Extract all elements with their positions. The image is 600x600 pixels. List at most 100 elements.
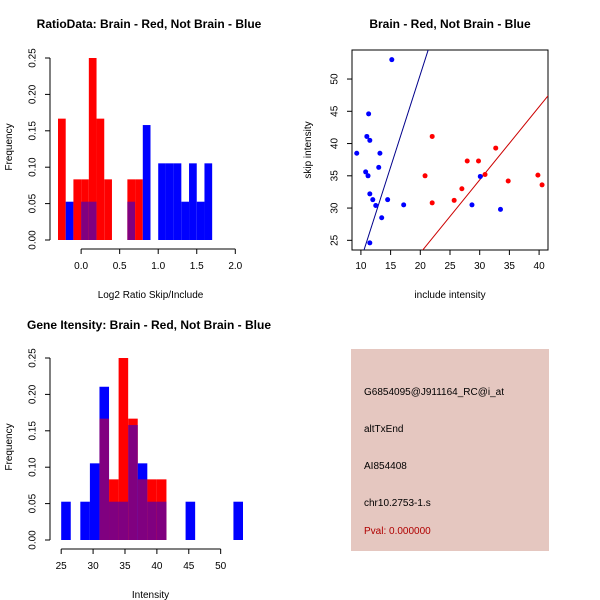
intensity-histogram-bar-overlap bbox=[137, 479, 148, 540]
intensity-scatter-x-tick-label: 10 bbox=[355, 261, 367, 272]
ratio-histogram-bar-brain bbox=[104, 179, 112, 240]
intensity-scatter-point-brain bbox=[429, 133, 435, 139]
intensity-histogram-bar-overlap bbox=[118, 501, 129, 540]
ratio-histogram-bar-not-brain bbox=[158, 163, 166, 240]
intensity-scatter-point-not-brain bbox=[364, 133, 370, 139]
intensity-scatter-y-tick-label: 25 bbox=[330, 234, 341, 246]
intensity-scatter-fit-line bbox=[422, 95, 548, 250]
ratio-histogram-y-tick-label: 0.20 bbox=[28, 84, 39, 104]
intensity-scatter-point-not-brain bbox=[367, 191, 373, 197]
intensity-scatter-point-not-brain bbox=[401, 202, 407, 208]
intensity-scatter-point-not-brain bbox=[367, 137, 373, 143]
intensity-scatter-x-axis-label: include intensity bbox=[414, 290, 485, 301]
ratio-histogram-x-tick-label: 0.0 bbox=[74, 261, 88, 272]
ratio-histogram-y-tick-label: 0.10 bbox=[28, 157, 39, 177]
intensity-scatter-x-tick-label: 40 bbox=[534, 261, 546, 272]
intensity-histogram-y-tick-label: 0.05 bbox=[28, 493, 39, 513]
intensity-scatter-point-not-brain bbox=[370, 197, 376, 203]
intensity-scatter-point-not-brain bbox=[365, 173, 371, 179]
intensity-scatter-y-tick-label: 35 bbox=[330, 170, 341, 182]
ratio-histogram-title: RatioData: Brain - Red, Not Brain - Blue bbox=[37, 17, 262, 31]
intensity-histogram-x-tick-label: 45 bbox=[183, 561, 195, 572]
ratio-histogram-bar-brain bbox=[135, 179, 143, 240]
intensity-histogram-bar-overlap bbox=[156, 501, 167, 540]
ratio-histogram-y-tick-label: 0.00 bbox=[28, 230, 39, 250]
ratio-histogram-y-tick-label: 0.05 bbox=[28, 193, 39, 213]
ratio-histogram-bar-not-brain bbox=[189, 163, 197, 240]
accession-text: AI854408 bbox=[364, 461, 407, 472]
ratio-histogram-x-tick-label: 2.0 bbox=[228, 261, 242, 272]
intensity-scatter-point-not-brain bbox=[385, 197, 391, 203]
intensity-scatter-title: Brain - Red, Not Brain - Blue bbox=[369, 17, 531, 31]
intensity-scatter-point-not-brain bbox=[363, 169, 369, 175]
ratio-histogram-x-axis-label: Log2 Ratio Skip/Include bbox=[98, 290, 204, 301]
ratio-histogram-bar-brain bbox=[73, 179, 82, 240]
ratio-histogram-x-tick-label: 1.5 bbox=[190, 261, 204, 272]
intensity-scatter-point-brain bbox=[505, 178, 511, 184]
intensity-scatter-point-brain bbox=[476, 158, 482, 164]
intensity-histogram-bar-not-brain bbox=[61, 501, 71, 540]
intensity-scatter-y-axis-label: skip intensity bbox=[303, 121, 314, 178]
intensity-scatter-point-brain bbox=[493, 145, 499, 151]
ratio-histogram-bar-overlap bbox=[127, 201, 136, 240]
intensity-scatter-x-tick-label: 35 bbox=[504, 261, 516, 272]
intensity-scatter-point-brain bbox=[482, 172, 488, 178]
intensity-scatter-x-tick-label: 25 bbox=[444, 261, 456, 272]
intensity-scatter-y-tick-label: 40 bbox=[330, 138, 341, 150]
intensity-scatter-point-brain bbox=[429, 200, 435, 206]
intensity-scatter-y-tick-label: 30 bbox=[330, 202, 341, 214]
probe-id-text: G6854095@J911164_RC@i_at bbox=[364, 387, 505, 398]
event-type-text: altTxEnd bbox=[364, 424, 404, 435]
intensity-scatter-point-not-brain bbox=[377, 150, 383, 156]
intensity-scatter-point-brain bbox=[459, 186, 465, 192]
info-panel: G6854095@J911164_RC@i_at altTxEnd AI8544… bbox=[351, 349, 549, 551]
ratio-histogram-bar-brain bbox=[96, 118, 105, 240]
intensity-scatter-point-brain bbox=[451, 197, 457, 203]
intensity-scatter-point-brain bbox=[535, 172, 541, 178]
location-text: chr10.2753-1.s bbox=[364, 498, 431, 509]
intensity-scatter-point-brain bbox=[464, 158, 470, 164]
ratio-histogram-y-tick-label: 0.15 bbox=[28, 121, 39, 141]
ratio-histogram-bar-brain bbox=[58, 118, 66, 240]
intensity-histogram-x-tick-label: 50 bbox=[215, 561, 227, 572]
ratio-histogram-bar-not-brain bbox=[181, 201, 190, 240]
intensity-scatter-point-not-brain bbox=[477, 173, 483, 179]
ratio-histogram-x-tick-label: 1.0 bbox=[151, 261, 165, 272]
intensity-histogram-y-tick-label: 0.10 bbox=[28, 457, 39, 477]
intensity-scatter-point-not-brain bbox=[373, 202, 379, 208]
intensity-scatter-point-not-brain bbox=[389, 57, 395, 63]
intensity-histogram-x-tick-label: 40 bbox=[151, 561, 163, 572]
intensity-scatter-fit-line bbox=[363, 50, 429, 250]
ratio-histogram-y-axis-label: Frequency bbox=[4, 123, 15, 170]
intensity-histogram-x-tick-label: 35 bbox=[119, 561, 131, 572]
intensity-histogram-y-tick-label: 0.00 bbox=[28, 530, 39, 550]
intensity-histogram-x-tick-label: 25 bbox=[56, 561, 68, 572]
ratio-histogram-bar-overlap bbox=[81, 201, 89, 240]
intensity-histogram-bar-overlap bbox=[99, 418, 110, 540]
intensity-scatter-point-not-brain bbox=[379, 215, 385, 221]
intensity-scatter-point-not-brain bbox=[497, 206, 503, 212]
intensity-scatter-y-tick-label: 45 bbox=[330, 105, 341, 117]
ratio-histogram-bar-not-brain bbox=[204, 163, 213, 240]
intensity-scatter-point-not-brain bbox=[376, 164, 382, 170]
intensity-scatter-point-not-brain bbox=[354, 150, 360, 156]
ratio-histogram-bar-not-brain bbox=[142, 125, 151, 240]
ratio-histogram-bar-not-brain bbox=[65, 201, 74, 240]
intensity-histogram-x-tick-label: 30 bbox=[88, 561, 100, 572]
intensity-scatter-point-brain bbox=[539, 182, 545, 188]
ratio-histogram-bar-not-brain bbox=[173, 163, 182, 240]
ratio-histogram-bar-not-brain bbox=[165, 163, 174, 240]
intensity-scatter-point-brain bbox=[422, 173, 428, 179]
intensity-scatter-point-not-brain bbox=[469, 202, 475, 208]
intensity-histogram-bar-overlap bbox=[147, 501, 157, 540]
ratio-histogram-y-tick-label: 0.25 bbox=[28, 48, 39, 68]
ratio-histogram-bar-overlap bbox=[88, 201, 97, 240]
intensity-scatter-x-tick-label: 20 bbox=[415, 261, 427, 272]
intensity-histogram-bar-not-brain bbox=[233, 501, 243, 540]
intensity-scatter-x-tick-label: 15 bbox=[385, 261, 397, 272]
intensity-histogram-x-axis-label: Intensity bbox=[132, 590, 169, 600]
pval-text: Pval: 0.000000 bbox=[364, 526, 431, 537]
intensity-scatter-point-not-brain bbox=[366, 111, 372, 117]
intensity-scatter-x-tick-label: 30 bbox=[474, 261, 486, 272]
